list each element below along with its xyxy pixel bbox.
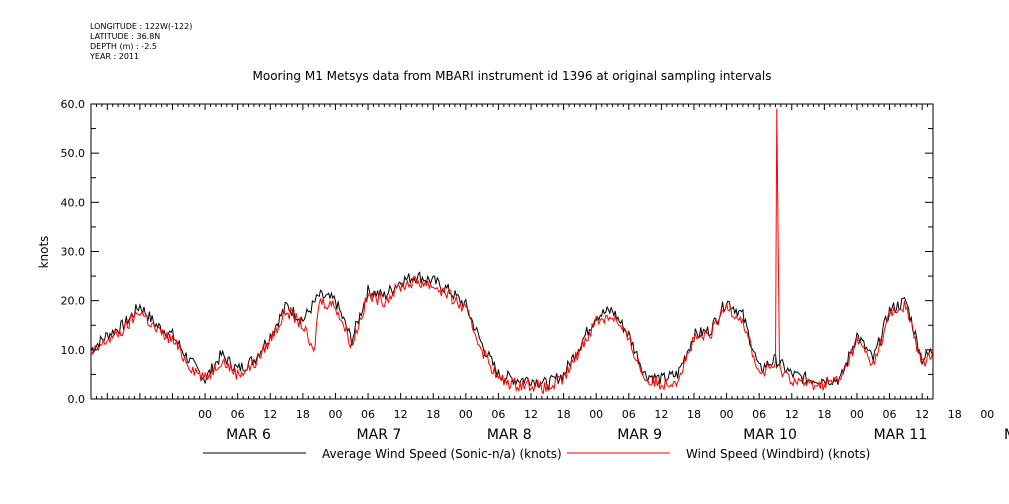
series-lines bbox=[90, 108, 934, 395]
meta-depth: DEPTH (m) : -2.5 bbox=[90, 42, 157, 51]
y-tick-label: 10.0 bbox=[61, 344, 86, 357]
day-label: MAR 6 bbox=[226, 427, 271, 443]
x-tick-label: 00 bbox=[589, 408, 603, 421]
day-label: MAR 10 bbox=[743, 427, 797, 443]
x-tick-label: 06 bbox=[231, 408, 245, 421]
y-tick-label: 40.0 bbox=[61, 196, 86, 209]
legend-label-black: Average Wind Speed (Sonic-n/a) (knots) bbox=[322, 447, 562, 461]
x-tick-label: 06 bbox=[491, 408, 505, 421]
x-tick-label: 00 bbox=[850, 408, 864, 421]
x-tick-label: 12 bbox=[263, 408, 277, 421]
x-tick-label: 00 bbox=[198, 408, 212, 421]
x-tick-label: 18 bbox=[557, 408, 571, 421]
x-tick-labels: 00 06 12 18 00 06 12 18 00 06 12 18 00 06 12 18 00 06 12 18… bbox=[198, 408, 994, 421]
y-tick-label: 50.0 bbox=[61, 147, 86, 160]
meta-latitude: LATITUDE : 36.8N bbox=[90, 32, 160, 41]
legend-label-red: Wind Speed (Windbird) (knots) bbox=[686, 447, 870, 461]
x-tick-label: 06 bbox=[622, 408, 636, 421]
chart-title: Mooring M1 Metsys data from MBARI instru… bbox=[253, 69, 772, 83]
x-tick-label: 12 bbox=[524, 408, 538, 421]
x-tick-label: 18 bbox=[426, 408, 440, 421]
meta-longitude: LONGITUDE : 122W(-122) bbox=[90, 22, 192, 31]
y-tick-label: 60.0 bbox=[61, 98, 86, 111]
day-label: MAR 8 bbox=[487, 427, 532, 443]
day-label: MAR 11 bbox=[874, 427, 928, 443]
y-tick-labels: 0.0 10.0 20.0 30.0 40.0 50.0 60.0 bbox=[61, 98, 86, 406]
series-line-average-wind-speed bbox=[90, 271, 934, 391]
x-tick-label: 00 bbox=[459, 408, 473, 421]
x-tick-label: 12 bbox=[915, 408, 929, 421]
x-tick-label: 00 bbox=[328, 408, 342, 421]
x-tick-label: 18 bbox=[687, 408, 701, 421]
x-tick-label: 00 bbox=[980, 408, 994, 421]
x-tick-label: 06 bbox=[752, 408, 766, 421]
day-label: MAR 7 bbox=[357, 427, 402, 443]
day-label: MAR 9 bbox=[617, 427, 662, 443]
x-tick-label: 12 bbox=[785, 408, 799, 421]
axis-ticks bbox=[90, 103, 934, 400]
x-tick-label: 18 bbox=[817, 408, 831, 421]
x-tick-label: 06 bbox=[883, 408, 897, 421]
x-tick-label: 12 bbox=[394, 408, 408, 421]
series-line-windbird-wind-speed bbox=[90, 108, 934, 395]
x-tick-label: 18 bbox=[948, 408, 962, 421]
x-tick-label: 06 bbox=[361, 408, 375, 421]
y-axis-title: knots bbox=[37, 236, 51, 269]
plot-frame bbox=[90, 103, 934, 400]
x-tick-label: 00 bbox=[720, 408, 734, 421]
meta-year: YEAR : 2011 bbox=[89, 52, 139, 61]
y-tick-label: 30.0 bbox=[61, 246, 86, 259]
day-labels: MAR 6 MAR 7 MAR 8 MAR 9 MAR 10 MAR 11 MAR 12 bbox=[226, 427, 1009, 443]
y-tick-label: 20.0 bbox=[61, 295, 86, 308]
x-tick-label: 12 bbox=[654, 408, 668, 421]
x-tick-label: 18 bbox=[296, 408, 310, 421]
day-label: MAR 12 bbox=[1004, 427, 1009, 443]
y-tick-label: 0.0 bbox=[68, 393, 86, 406]
